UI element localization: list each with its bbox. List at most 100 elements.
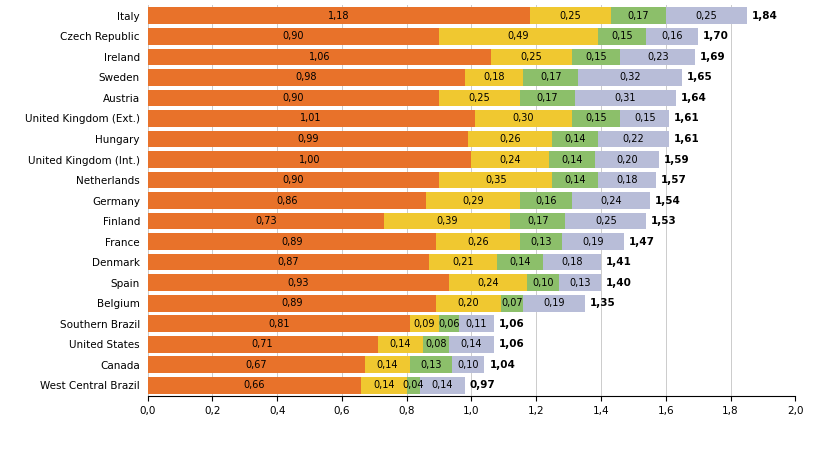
Text: 1,04: 1,04 — [489, 360, 514, 370]
Text: 0,17: 0,17 — [527, 216, 548, 226]
Text: 0,14: 0,14 — [431, 380, 453, 390]
Bar — [571, 110, 620, 127]
Text: 1,70: 1,70 — [702, 31, 728, 41]
Text: 1,61: 1,61 — [673, 134, 699, 144]
Bar — [509, 213, 565, 230]
Text: 0,21: 0,21 — [452, 257, 473, 267]
Bar — [552, 171, 597, 189]
Text: 0,26: 0,26 — [467, 236, 488, 247]
Bar — [500, 295, 523, 312]
Text: 0,24: 0,24 — [499, 154, 521, 165]
Text: 1,59: 1,59 — [663, 154, 689, 165]
Bar — [529, 7, 610, 24]
Text: 0,14: 0,14 — [563, 134, 586, 144]
Text: 0,07: 0,07 — [500, 298, 523, 308]
Text: 0,19: 0,19 — [543, 298, 564, 308]
Bar — [410, 356, 451, 373]
Bar — [147, 233, 436, 250]
Text: 1,40: 1,40 — [605, 278, 631, 288]
Bar — [559, 274, 600, 291]
Bar — [458, 315, 494, 332]
Bar — [468, 130, 552, 148]
Text: 1,64: 1,64 — [680, 93, 705, 103]
Bar — [436, 295, 500, 312]
Text: 0,17: 0,17 — [627, 11, 649, 21]
Text: 0,09: 0,09 — [414, 319, 435, 329]
Bar — [491, 48, 571, 65]
Text: 1,54: 1,54 — [654, 195, 680, 206]
Text: 0,25: 0,25 — [520, 52, 541, 62]
Bar — [523, 295, 584, 312]
Bar — [577, 69, 681, 86]
Text: 0,11: 0,11 — [465, 319, 486, 329]
Bar — [147, 213, 383, 230]
Bar — [439, 315, 458, 332]
Text: 0,49: 0,49 — [507, 31, 528, 41]
Bar — [147, 28, 439, 45]
Bar — [497, 254, 542, 271]
Text: 0,89: 0,89 — [281, 298, 302, 308]
Bar — [147, 48, 491, 65]
Bar — [519, 89, 574, 106]
Text: 0,25: 0,25 — [595, 216, 616, 226]
Text: 0,15: 0,15 — [585, 113, 606, 124]
Bar — [147, 356, 364, 373]
Text: 0,32: 0,32 — [618, 72, 640, 83]
Text: 0,16: 0,16 — [661, 31, 682, 41]
Bar — [474, 110, 571, 127]
Bar — [147, 274, 448, 291]
Text: 0,30: 0,30 — [512, 113, 533, 124]
Text: 0,19: 0,19 — [581, 236, 603, 247]
Bar — [526, 274, 559, 291]
Text: 0,89: 0,89 — [281, 236, 302, 247]
Text: 0,24: 0,24 — [477, 278, 498, 288]
Bar — [471, 151, 549, 168]
Text: 1,00: 1,00 — [298, 154, 320, 165]
Bar — [147, 336, 377, 353]
Text: 0,06: 0,06 — [437, 319, 459, 329]
Bar — [519, 192, 571, 209]
Text: 0,14: 0,14 — [460, 339, 482, 349]
Text: 0,29: 0,29 — [462, 195, 483, 206]
Text: 0,15: 0,15 — [610, 31, 632, 41]
Bar — [552, 130, 597, 148]
Text: 0,31: 0,31 — [614, 93, 636, 103]
Bar — [610, 7, 665, 24]
Bar — [448, 336, 494, 353]
Bar — [147, 171, 439, 189]
Bar — [519, 233, 562, 250]
Text: 1,69: 1,69 — [699, 52, 725, 62]
Bar — [645, 28, 698, 45]
Text: 0,14: 0,14 — [376, 360, 397, 370]
Text: 0,93: 0,93 — [287, 278, 309, 288]
Bar — [436, 233, 519, 250]
Bar — [383, 213, 509, 230]
Text: 0,73: 0,73 — [255, 216, 276, 226]
Text: 0,25: 0,25 — [468, 93, 490, 103]
Bar — [439, 89, 519, 106]
Text: 0,20: 0,20 — [615, 154, 637, 165]
Text: 1,65: 1,65 — [686, 72, 712, 83]
Text: 0,97: 0,97 — [469, 380, 495, 390]
Bar — [523, 69, 577, 86]
Text: 0,15: 0,15 — [633, 113, 655, 124]
Text: 0,39: 0,39 — [436, 216, 457, 226]
Bar — [364, 356, 410, 373]
Text: 0,13: 0,13 — [530, 236, 551, 247]
Bar — [147, 89, 439, 106]
Text: 0,24: 0,24 — [600, 195, 621, 206]
Text: 0,23: 0,23 — [646, 52, 667, 62]
Text: 0,04: 0,04 — [402, 380, 423, 390]
Bar — [451, 356, 484, 373]
Text: 0,90: 0,90 — [283, 175, 304, 185]
Text: 0,66: 0,66 — [243, 380, 265, 390]
Text: 0,67: 0,67 — [245, 360, 267, 370]
Text: 1,61: 1,61 — [673, 113, 699, 124]
Text: 0,81: 0,81 — [268, 319, 289, 329]
Text: 0,18: 0,18 — [483, 72, 505, 83]
Bar — [147, 377, 361, 394]
Bar — [147, 192, 426, 209]
Text: 0,22: 0,22 — [622, 134, 644, 144]
Text: 0,10: 0,10 — [457, 360, 478, 370]
Bar — [361, 377, 406, 394]
